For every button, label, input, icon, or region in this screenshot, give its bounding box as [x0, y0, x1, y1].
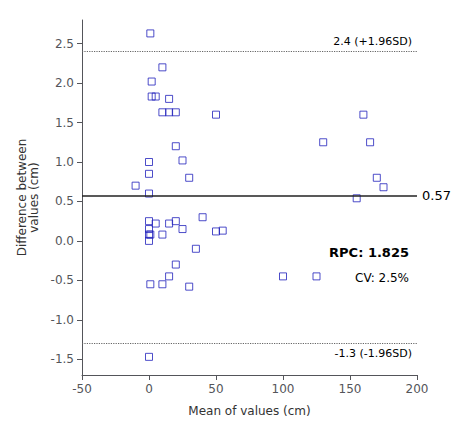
svg-text:RPC: 1.825: RPC: 1.825: [329, 245, 409, 260]
svg-text:-1.0: -1.0: [51, 313, 74, 327]
svg-text:CV: 2.5%: CV: 2.5%: [355, 271, 409, 285]
svg-text:0.57: 0.57: [422, 188, 451, 203]
svg-text:Difference between: Difference between: [14, 138, 29, 257]
svg-text:200: 200: [406, 382, 429, 396]
svg-text:50: 50: [208, 382, 223, 396]
svg-text:2.4 (+1.96SD): 2.4 (+1.96SD): [333, 35, 412, 48]
svg-text:0.5: 0.5: [55, 194, 74, 208]
svg-text:-0.5: -0.5: [51, 273, 74, 287]
svg-text:1.0: 1.0: [55, 155, 74, 169]
svg-text:1.5: 1.5: [55, 116, 74, 130]
svg-text:2.0: 2.0: [55, 76, 74, 90]
svg-text:2.5: 2.5: [55, 37, 74, 51]
svg-text:-1.3 (-1.96SD): -1.3 (-1.96SD): [335, 347, 412, 360]
svg-text:-50: -50: [72, 382, 92, 396]
svg-text:0.0: 0.0: [55, 234, 74, 248]
svg-text:values (cm): values (cm): [27, 162, 41, 233]
svg-text:0: 0: [145, 382, 153, 396]
svg-text:Mean of values (cm): Mean of values (cm): [188, 404, 310, 418]
svg-text:150: 150: [339, 382, 362, 396]
svg-text:100: 100: [272, 382, 295, 396]
svg-text:-1.5: -1.5: [51, 352, 74, 366]
